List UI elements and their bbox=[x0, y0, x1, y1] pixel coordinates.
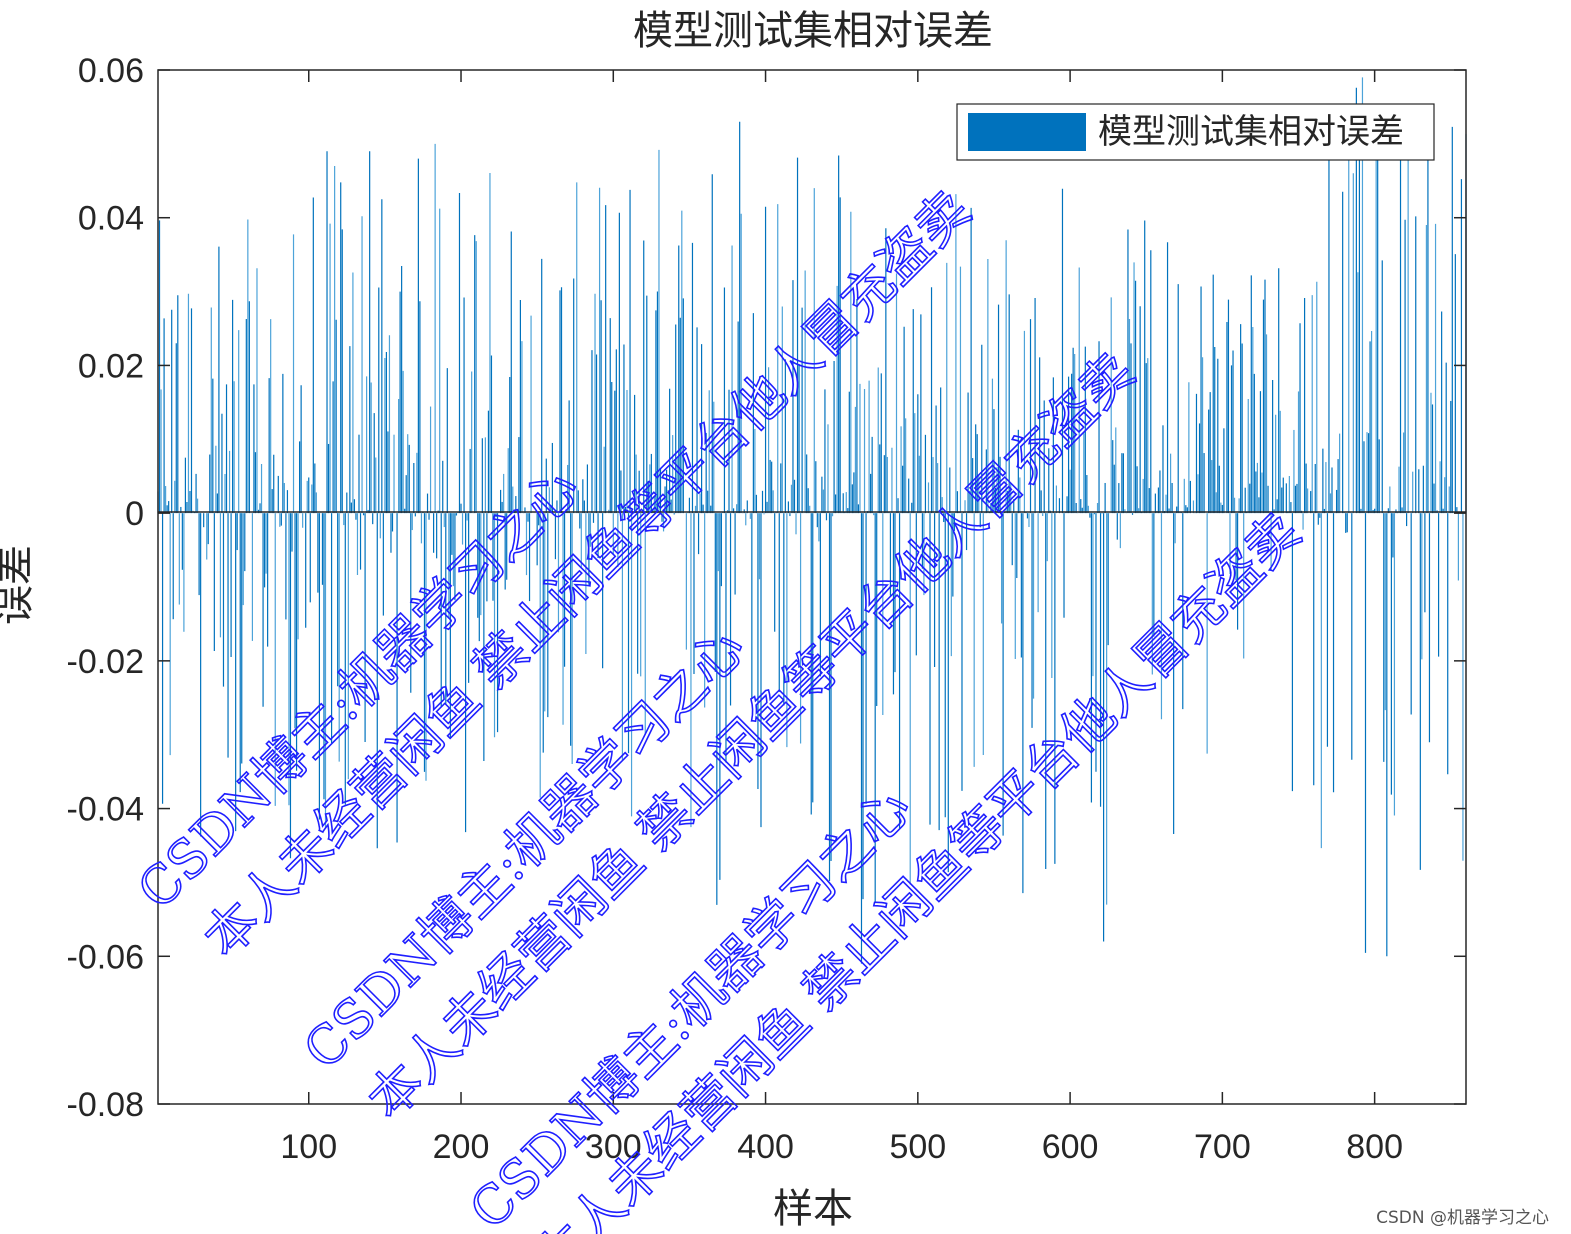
y-tick-label: -0.06 bbox=[67, 938, 145, 976]
x-axis-label: 样本 bbox=[773, 1186, 853, 1232]
legend-swatch bbox=[968, 113, 1086, 151]
axes-frame bbox=[157, 69, 1467, 1105]
y-tick-label: -0.02 bbox=[67, 643, 145, 681]
bar-series bbox=[157, 77, 1467, 964]
y-tick-label: 0.02 bbox=[78, 347, 144, 385]
y-tick-label: -0.08 bbox=[67, 1086, 145, 1124]
y-tick-label: 0 bbox=[125, 495, 144, 533]
x-axis: 100 200 300 400 500 600 700 800 bbox=[280, 70, 1403, 1166]
x-tick-label: 600 bbox=[1042, 1128, 1099, 1166]
x-tick-label: 200 bbox=[433, 1128, 490, 1166]
y-axis: -0.08 -0.06 -0.04 -0.02 0 0.02 0.04 0.06 bbox=[67, 52, 1466, 1124]
chart-title: 模型测试集相对误差 bbox=[633, 8, 993, 54]
y-tick-label: -0.04 bbox=[67, 791, 145, 829]
x-tick-label: 400 bbox=[737, 1128, 794, 1166]
footer-credit: CSDN @机器学习之心 bbox=[1376, 1208, 1549, 1228]
y-tick-label: 0.04 bbox=[78, 200, 144, 238]
x-tick-label: 700 bbox=[1194, 1128, 1251, 1166]
x-tick-label: 300 bbox=[585, 1128, 642, 1166]
legend: 模型测试集相对误差 bbox=[956, 103, 1435, 161]
x-tick-label: 500 bbox=[889, 1128, 946, 1166]
x-tick-label: 800 bbox=[1346, 1128, 1403, 1166]
y-tick-label: 0.06 bbox=[78, 52, 144, 90]
x-tick-label: 100 bbox=[280, 1128, 337, 1166]
legend-label: 模型测试集相对误差 bbox=[1098, 112, 1404, 152]
y-axis-label: 误差 bbox=[0, 545, 38, 625]
